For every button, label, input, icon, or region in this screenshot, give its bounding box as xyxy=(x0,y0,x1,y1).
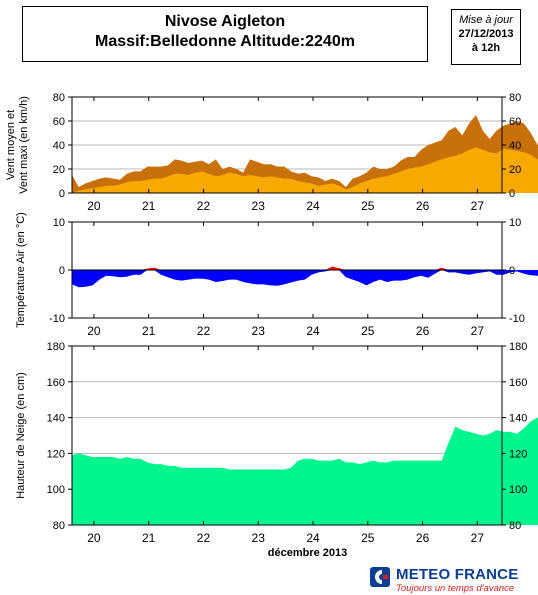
title-box: Nivose Aigleton Massif:Belledonne Altitu… xyxy=(22,6,428,62)
y-tick-label-left: 0 xyxy=(59,265,65,277)
meteo-france-logo-icon xyxy=(370,567,390,587)
y-tick-label-left: 20 xyxy=(53,164,65,176)
logo-brand: METEO FRANCE xyxy=(396,566,519,583)
y-tick-label-left: 120 xyxy=(47,448,65,460)
x-day-label: 24 xyxy=(306,324,320,338)
x-day-label: 22 xyxy=(197,531,211,545)
wind-mean-area xyxy=(72,147,538,193)
temperature-positive-area xyxy=(72,266,538,270)
y-tick-label-left: 140 xyxy=(47,413,65,425)
y-tick-label-right: -10 xyxy=(509,313,525,325)
y-axis-title: Température Air (en °C) xyxy=(15,212,27,328)
y-tick-label-left: 80 xyxy=(53,92,65,104)
x-day-label: 24 xyxy=(306,531,320,545)
y-tick-label-right: 0 xyxy=(509,188,515,200)
y-tick-label-right: 180 xyxy=(509,341,527,353)
x-day-label: 20 xyxy=(87,324,101,338)
x-day-label: 22 xyxy=(197,324,211,338)
x-day-label: 20 xyxy=(87,199,101,213)
panel-frame xyxy=(71,345,503,526)
y-tick-label-left: 10 xyxy=(53,217,65,229)
y-tick-label-left: 60 xyxy=(53,116,65,128)
y-axis-title: Hauteur de Neige (en cm) xyxy=(15,372,27,499)
y-tick-label-left: 100 xyxy=(47,484,65,496)
x-day-label: 22 xyxy=(197,199,211,213)
x-day-label: 21 xyxy=(142,324,156,338)
x-day-label: 21 xyxy=(142,531,156,545)
y-tick-label-right: 140 xyxy=(509,413,527,425)
x-day-label: 26 xyxy=(416,199,430,213)
y-tick-label-right: 0 xyxy=(509,265,515,277)
update-time: à 12h xyxy=(471,42,501,54)
x-day-label: 27 xyxy=(471,324,485,338)
y-tick-label-right: 80 xyxy=(509,92,521,104)
y-tick-label-left: 180 xyxy=(47,341,65,353)
x-day-label: 25 xyxy=(361,531,375,545)
x-day-label: 27 xyxy=(471,199,485,213)
y-tick-label-right: 80 xyxy=(509,520,521,532)
station-title: Nivose Aigleton xyxy=(164,13,286,30)
x-day-label: 23 xyxy=(252,324,266,338)
y-tick-label-right: 160 xyxy=(509,377,527,389)
logo-tagline: Toujours un temps d'avance xyxy=(396,583,515,594)
y-tick-label-right: 40 xyxy=(509,140,521,152)
snow-depth-area xyxy=(72,417,538,525)
x-day-label: 27 xyxy=(471,531,485,545)
x-day-label: 26 xyxy=(416,531,430,545)
y-tick-label-right: 10 xyxy=(509,217,521,229)
y-axis-title: Vent maxi (en km/h) xyxy=(18,96,30,194)
x-day-label: 20 xyxy=(87,531,101,545)
x-day-label: 21 xyxy=(142,199,156,213)
x-day-label: 24 xyxy=(306,199,320,213)
y-tick-label-left: -10 xyxy=(49,313,65,325)
y-tick-label-right: 100 xyxy=(509,484,527,496)
update-date: 27/12/2013 xyxy=(458,28,514,40)
x-day-label: 26 xyxy=(416,324,430,338)
update-box: Mise à jour 27/12/2013 à 12h xyxy=(451,9,521,65)
y-tick-label-left: 80 xyxy=(53,520,65,532)
y-tick-label-right: 120 xyxy=(509,448,527,460)
x-axis-title: décembre 2013 xyxy=(268,547,348,559)
station-subtitle: Massif:Belledonne Altitude:2240m xyxy=(95,33,355,50)
x-day-label: 25 xyxy=(361,199,375,213)
x-day-label: 23 xyxy=(252,199,266,213)
y-tick-label-right: 20 xyxy=(509,164,521,176)
update-label: Mise à jour xyxy=(459,14,513,26)
meteo-france-logo: METEO FRANCE Toujours un temps d'avance xyxy=(370,564,535,594)
y-tick-label-left: 160 xyxy=(47,377,65,389)
y-tick-label-right: 60 xyxy=(509,116,521,128)
x-day-label: 23 xyxy=(252,531,266,545)
y-tick-label-left: 40 xyxy=(53,140,65,152)
y-tick-label-left: 0 xyxy=(59,188,65,200)
temperature-negative-area xyxy=(72,270,538,288)
x-day-label: 25 xyxy=(361,324,375,338)
y-axis-title: Vent moyen et xyxy=(5,110,17,180)
